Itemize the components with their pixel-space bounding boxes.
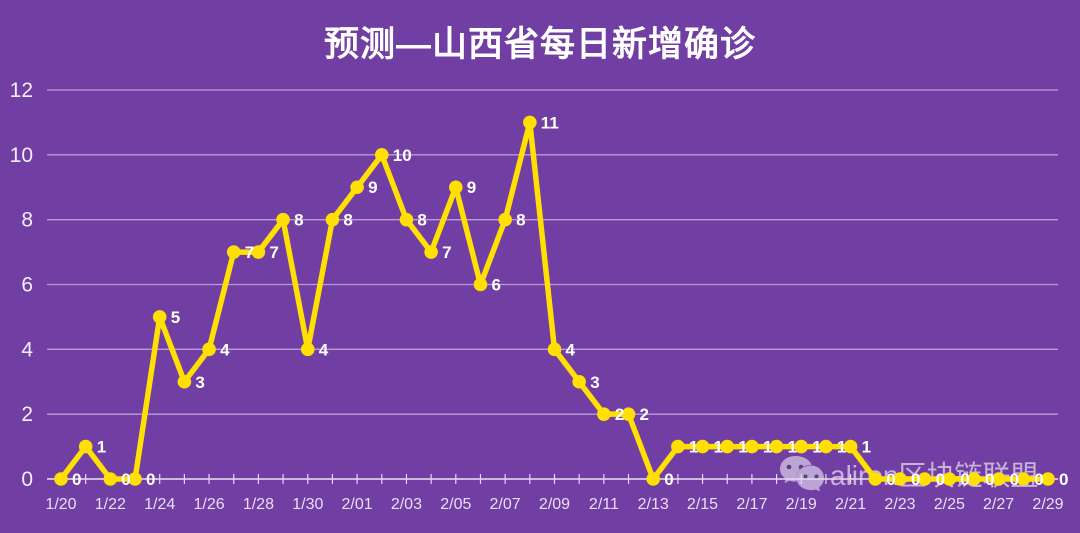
svg-text:2/01: 2/01 [342,496,373,513]
svg-text:6: 6 [492,276,501,295]
svg-text:1/22: 1/22 [95,496,126,513]
svg-text:1: 1 [837,438,846,457]
svg-text:8: 8 [417,211,426,230]
svg-text:4: 4 [21,338,33,361]
svg-text:1/24: 1/24 [144,496,175,513]
svg-text:2/11: 2/11 [589,496,619,513]
svg-text:2/19: 2/19 [786,496,817,513]
svg-text:4: 4 [220,340,230,359]
svg-text:2/09: 2/09 [539,496,570,513]
svg-text:4: 4 [319,340,329,359]
svg-text:8: 8 [294,211,303,230]
svg-text:1/28: 1/28 [243,496,274,513]
svg-text:0: 0 [1034,470,1043,489]
svg-text:6: 6 [21,274,33,297]
svg-text:2/25: 2/25 [934,496,965,513]
svg-text:7: 7 [442,243,451,262]
svg-text:0: 0 [664,470,673,489]
svg-text:7: 7 [269,243,278,262]
svg-text:1: 1 [689,438,698,457]
svg-text:12: 12 [10,79,33,102]
svg-text:2/23: 2/23 [884,496,915,513]
svg-text:0: 0 [886,470,895,489]
svg-text:2/03: 2/03 [391,496,422,513]
svg-text:2/15: 2/15 [687,496,718,513]
svg-text:0: 0 [960,470,969,489]
svg-text:0: 0 [21,468,33,491]
svg-text:0: 0 [936,470,945,489]
svg-text:0: 0 [911,470,920,489]
svg-text:8: 8 [516,211,525,230]
svg-text:2: 2 [640,405,649,424]
svg-text:1: 1 [788,438,797,457]
svg-text:2: 2 [615,405,624,424]
svg-text:0: 0 [1059,470,1068,489]
svg-text:9: 9 [368,178,377,197]
svg-text:0: 0 [72,470,81,489]
svg-text:1/30: 1/30 [292,496,323,513]
svg-text:1: 1 [714,438,723,457]
svg-text:0: 0 [146,470,155,489]
svg-text:1: 1 [812,438,821,457]
svg-text:1: 1 [763,438,772,457]
svg-text:8: 8 [21,209,33,232]
svg-text:1/26: 1/26 [194,496,225,513]
svg-text:0: 0 [1010,470,1019,489]
svg-text:2/17: 2/17 [736,496,767,513]
svg-text:2/27: 2/27 [983,496,1014,513]
svg-text:1: 1 [862,438,871,457]
svg-text:3: 3 [195,373,204,392]
svg-text:2/13: 2/13 [638,496,669,513]
svg-text:11: 11 [541,113,559,132]
svg-text:10: 10 [10,144,33,167]
svg-text:5: 5 [171,308,180,327]
svg-text:0: 0 [985,470,994,489]
svg-text:2/07: 2/07 [490,496,521,513]
svg-text:1: 1 [738,438,747,457]
svg-text:0: 0 [121,470,130,489]
svg-text:2: 2 [21,403,33,426]
svg-text:7: 7 [245,243,254,262]
svg-text:9: 9 [467,178,476,197]
svg-text:4: 4 [566,340,576,359]
svg-text:8: 8 [343,211,352,230]
svg-text:10: 10 [393,146,412,165]
svg-text:1/20: 1/20 [45,496,76,513]
svg-text:2/29: 2/29 [1032,496,1063,513]
svg-text:2/21: 2/21 [835,496,866,513]
svg-text:3: 3 [590,373,599,392]
svg-text:1: 1 [97,438,106,457]
svg-text:2/05: 2/05 [440,496,471,513]
